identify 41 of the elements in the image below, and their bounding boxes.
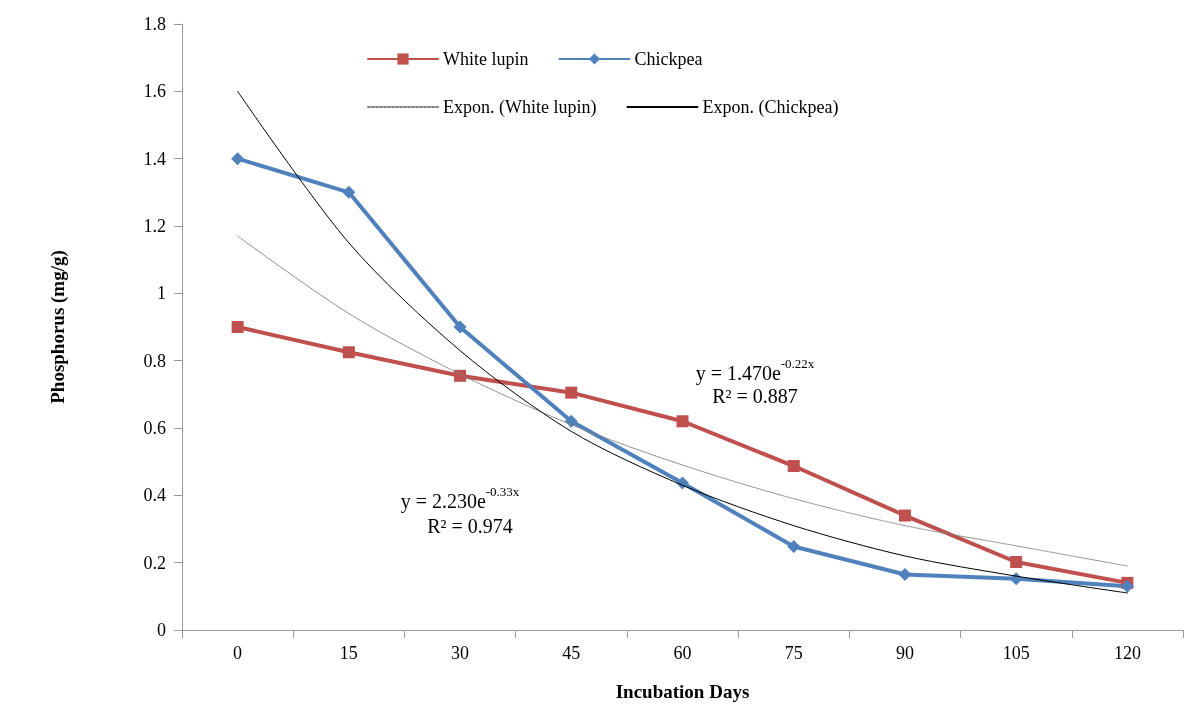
x-tick-label: 105 [1002, 643, 1030, 663]
x-tick-label: 120 [1113, 643, 1141, 663]
y-tick-label: 0.8 [143, 350, 166, 371]
annotation: R² = 0.974 [427, 515, 513, 537]
legend-label: Expon. (Chickpea) [702, 97, 839, 118]
x-tick-label: 45 [562, 643, 581, 663]
y-tick-label: 0.6 [143, 418, 166, 438]
y-tick-label: 1.2 [143, 216, 166, 236]
y-tick-label: 1.8 [143, 14, 166, 34]
point [231, 152, 245, 166]
x-axis-title: Incubation Days [615, 681, 750, 702]
y-tick-label: 0 [157, 620, 166, 640]
point [231, 321, 244, 333]
point [1120, 579, 1134, 593]
point [787, 540, 801, 554]
point [787, 460, 800, 473]
y-tick-label: 1.6 [143, 81, 166, 102]
point [898, 567, 912, 581]
legend-label: Expon. (White lupin) [443, 97, 597, 118]
point [565, 386, 578, 399]
y-axis-title: Phosphorus (mg/g) [47, 250, 69, 404]
y-tick-label: 1 [157, 283, 166, 304]
y-tick-label: 1.4 [143, 148, 166, 169]
point [342, 346, 355, 359]
point [898, 509, 911, 522]
x-tick-label: 90 [895, 643, 914, 663]
line-series [237, 235, 1128, 567]
x-tick-label: 15 [339, 643, 358, 663]
y-tick-label: 0.4 [143, 485, 166, 506]
point [453, 320, 467, 334]
point [1010, 555, 1023, 568]
y-tick-label: 0.2 [143, 552, 166, 573]
legend-label: Chickpea [634, 49, 703, 69]
x-tick-label: 0 [233, 643, 243, 663]
x-tick-label: 60 [673, 643, 692, 663]
point [342, 185, 356, 199]
annotation: R² = 0.887 [712, 385, 798, 407]
point [676, 415, 689, 428]
x-tick-label: 75 [784, 643, 803, 663]
legend-label: White lupin [443, 49, 529, 69]
x-tick-label: 30 [451, 643, 470, 663]
